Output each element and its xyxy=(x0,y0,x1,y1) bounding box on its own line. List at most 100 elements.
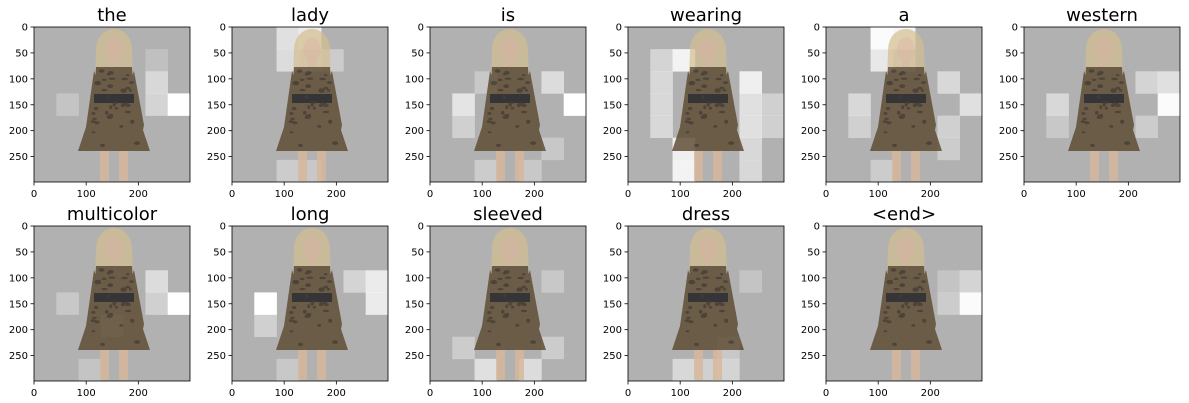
panel-5-woman xyxy=(870,29,942,181)
panel-9-print-spot xyxy=(503,283,510,288)
panel-5-attention-cell xyxy=(959,93,982,116)
panel-7-attention-cell xyxy=(145,292,169,315)
panel-2-ytick-label: 200 xyxy=(207,126,226,137)
panel-11-print-spot xyxy=(920,287,924,291)
panel-9-image xyxy=(430,226,586,381)
panel-6-belt xyxy=(1084,94,1124,103)
panel-4-xtick-label: 200 xyxy=(723,189,742,200)
panel-10-print-spot xyxy=(689,280,693,283)
panel-10-print-spot xyxy=(719,302,725,307)
panel-5-xtick-label: 200 xyxy=(921,189,940,200)
panel-11-attention-cell xyxy=(959,292,982,315)
panel-2-print-spot xyxy=(307,113,312,119)
panel-4-attention-cell xyxy=(761,93,784,116)
panel-1-print-spot xyxy=(91,112,96,115)
panel-6-xtick-label: 100 xyxy=(1067,189,1086,200)
panel-9-xtick-label: 0 xyxy=(427,388,433,399)
panel-7-print-spot xyxy=(91,311,96,314)
panel-4-ytick-label: 200 xyxy=(603,126,622,137)
panel-3-print-spot xyxy=(494,69,501,73)
panel-4-attention-cell xyxy=(650,115,673,139)
panel-5-neck xyxy=(902,59,910,67)
panel-4-print-spot xyxy=(694,143,699,147)
panel-10-print-spot xyxy=(724,318,729,323)
panel-7-print-spot xyxy=(125,285,131,289)
panel-4-print-spot xyxy=(719,103,725,108)
panel-8-right-leg xyxy=(317,350,326,380)
panel-6-attention-cell xyxy=(1157,93,1180,116)
panel-10-print-spot xyxy=(719,285,725,289)
panel-1-print-spot xyxy=(119,125,124,128)
panel-1-print-spot xyxy=(109,113,114,119)
panel-1-xtick-label: 100 xyxy=(77,189,96,200)
panel-10-print-spot xyxy=(714,302,720,307)
panel-2-ytick-label: 150 xyxy=(207,100,226,111)
panel-10-left-leg xyxy=(694,350,703,380)
panel-10-print-spot xyxy=(713,324,718,327)
panel-2-print-spot xyxy=(304,72,309,76)
panel-10-ytick-label: 200 xyxy=(603,325,622,336)
panel-8-print-spot xyxy=(307,304,311,309)
panel-6-attention-cell xyxy=(1135,115,1159,139)
panel-11-print-spot xyxy=(906,305,911,309)
panel-2-xtick-label: 200 xyxy=(327,189,346,200)
panel-5-print-spot xyxy=(901,113,906,119)
panel-1-left-leg xyxy=(100,151,109,181)
panel-2-attention-cell xyxy=(276,159,300,182)
panel-9-print-spot xyxy=(487,330,492,333)
panel-5-print-spot xyxy=(906,106,911,110)
panel-4-print-spot xyxy=(688,121,694,125)
panel-9-print-spot xyxy=(487,311,492,314)
panel-4-right-leg xyxy=(713,151,722,181)
panel-5-ytick-label: 250 xyxy=(801,152,820,163)
panel-6-title: western xyxy=(1066,5,1138,26)
panel-9-print-spot xyxy=(491,280,495,283)
panel-8-xtick-label: 100 xyxy=(275,388,294,399)
panel-2-print-spot xyxy=(289,131,294,134)
panel-2-left-leg xyxy=(298,151,307,181)
panel-11-neck xyxy=(902,258,910,266)
panel-8-title: long xyxy=(291,204,330,225)
panel-4-print-spot xyxy=(723,81,728,84)
panel-6-print-spot xyxy=(1081,112,1086,115)
panel-3-title: is xyxy=(501,5,515,26)
panel-5-print-spot xyxy=(893,78,899,81)
panel-9: sleeved 0 50 100 150 200 250 0 100 200 xyxy=(405,204,587,399)
panel-6-attention-cell xyxy=(1046,115,1069,139)
panel-1-print-spot xyxy=(108,77,116,80)
panel-4-ytick-label: 100 xyxy=(603,74,622,85)
panel-11-print-spot xyxy=(922,318,927,323)
panel-2-print-spot xyxy=(327,81,332,84)
panel-9-face xyxy=(501,236,519,260)
panel-10-skirt xyxy=(672,302,744,350)
panel-8-attention-cell xyxy=(254,292,277,315)
panel-2-xtick-label: 100 xyxy=(275,189,294,200)
panel-3: is 0 50 100 150 200 250 0 100 200 xyxy=(405,5,587,200)
panel-5-left-leg xyxy=(892,151,901,181)
panel-3-ytick-label: 200 xyxy=(405,126,424,137)
panel-8-print-spot xyxy=(305,283,312,288)
panel-4-neck xyxy=(704,59,712,67)
panel-11-xtick-label: 200 xyxy=(921,388,940,399)
panel-6-print-spot xyxy=(1080,120,1086,123)
panel-6: western 0 50 100 150 200 250 0 100 200 xyxy=(999,5,1181,200)
panel-6-image xyxy=(1024,27,1180,182)
panel-8-image xyxy=(232,226,388,381)
panel-1-image xyxy=(34,27,190,182)
panel-3-print-spot xyxy=(503,84,510,89)
panel-3-attention-cell xyxy=(452,115,475,139)
panel-7-xtick-label: 0 xyxy=(31,388,37,399)
panel-5-print-spot xyxy=(883,112,888,115)
panel-5-belt xyxy=(886,94,926,103)
panel-11-print-spot xyxy=(882,319,888,322)
panel-5-print-spot xyxy=(884,117,889,120)
panel-11-ytick-label: 150 xyxy=(801,299,820,310)
panel-7-print-spot xyxy=(121,276,128,280)
panel-11-print-spot xyxy=(917,285,923,289)
panel-8-print-spot xyxy=(289,311,294,314)
panel-8-print-spot xyxy=(293,280,297,283)
panel-10-print-spot xyxy=(695,287,702,291)
panel-11-attention-cell xyxy=(959,270,982,293)
panel-5-print-spot xyxy=(882,120,888,123)
